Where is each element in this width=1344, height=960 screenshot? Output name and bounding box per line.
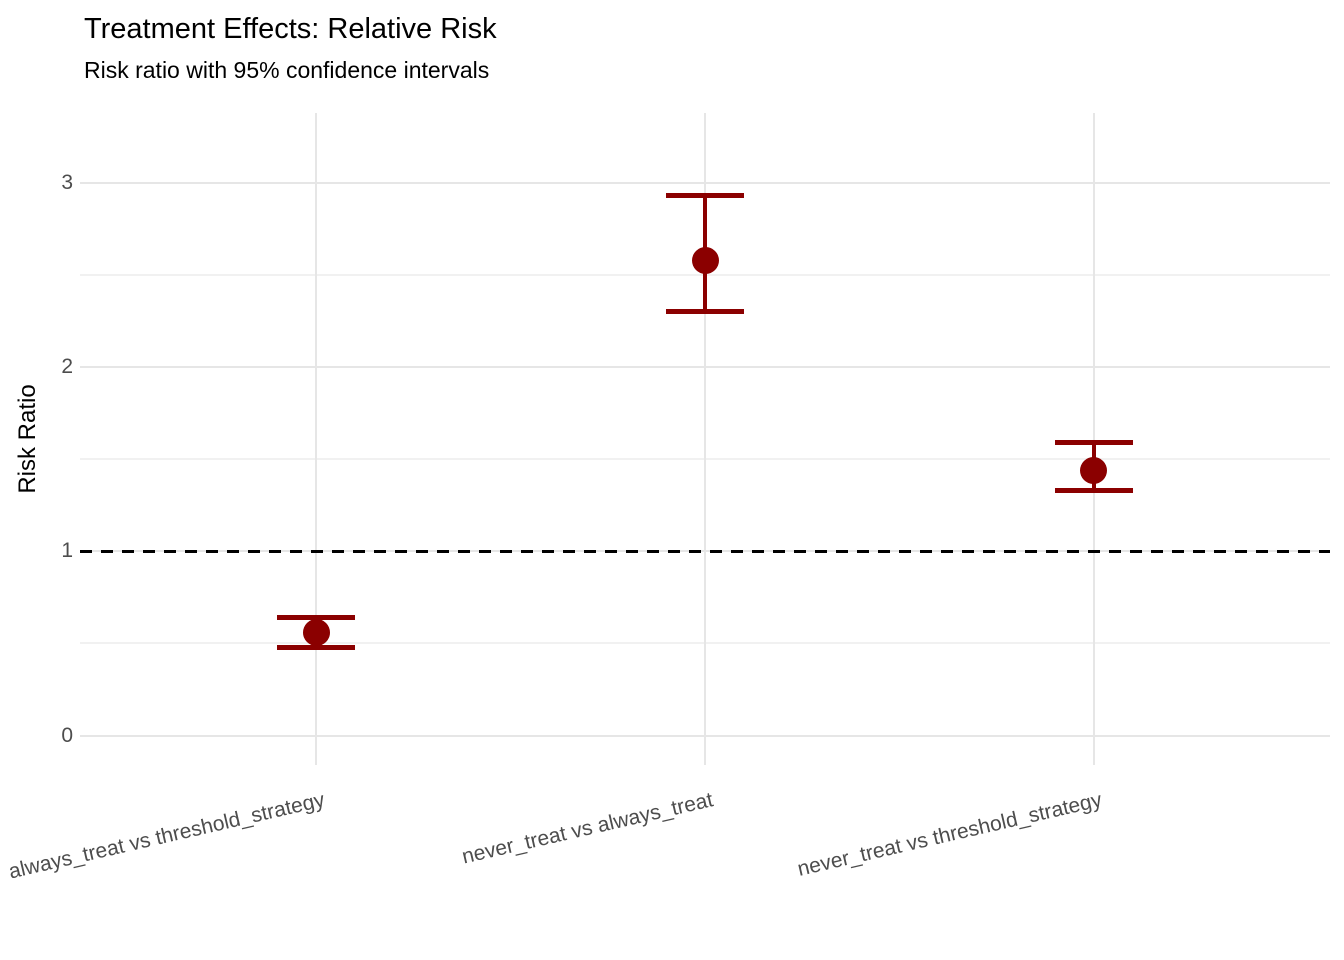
chart-title: Treatment Effects: Relative Risk [84,13,497,45]
estimate-point [691,246,719,274]
gridline-vertical [315,113,318,765]
ci-cap-upper [277,615,356,621]
ci-cap-lower [1054,488,1133,494]
y-axis-title: Risk Ratio [14,384,41,494]
x-tick-label: never_treat vs threshold_strategy [795,788,1105,881]
ci-cap-upper [666,193,744,199]
x-tick-label: always_treat vs threshold_strategy [6,788,327,884]
y-tick-label: 2 [61,355,73,379]
y-tick-label: 0 [61,723,73,747]
x-tick-label: never_treat vs always_treat [460,788,716,869]
ci-cap-lower [277,644,356,650]
ci-cap-lower [666,309,744,315]
ci-cap-upper [1054,440,1133,446]
y-tick-label: 1 [61,539,73,563]
estimate-point [302,618,330,646]
gridline-vertical [1092,113,1095,765]
gridline-vertical [704,113,706,765]
estimate-point [1080,456,1108,484]
chart-subtitle: Risk ratio with 95% confidence intervals [84,57,490,83]
y-tick-label: 3 [61,170,73,194]
reference-line [80,549,1330,553]
